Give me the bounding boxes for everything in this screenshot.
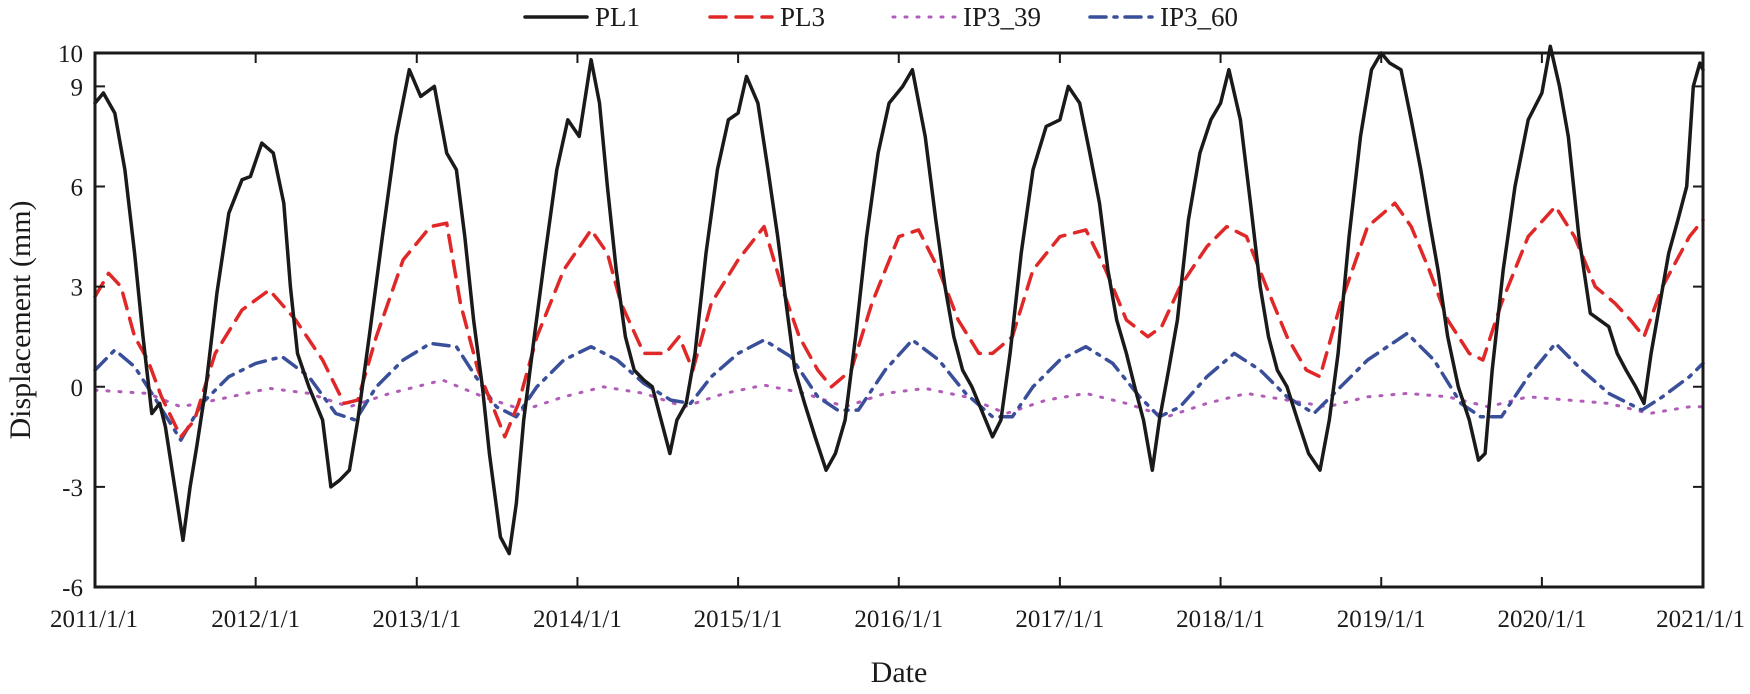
y-tick-label: -6	[62, 575, 83, 602]
chart-legend: PL1 PL3 IP3_39 IP3_60	[523, 2, 1238, 32]
x-tick-label: 2020/1/1	[1497, 606, 1586, 633]
x-tick-label: 2018/1/1	[1176, 606, 1265, 633]
x-tick-label: 2016/1/1	[854, 606, 943, 633]
series-line-pl3	[93, 201, 1705, 439]
x-tick-label: 2021/1/1	[1656, 606, 1745, 633]
y-tick-label: 6	[71, 175, 84, 202]
y-axis-title: Displacement (mm)	[4, 200, 37, 439]
series-line-ip3-60	[93, 331, 1705, 442]
y-tick-label: -3	[62, 475, 83, 502]
x-tick-label: 2014/1/1	[533, 606, 622, 633]
y-tick-label: 0	[71, 375, 84, 402]
x-tick-label: 2015/1/1	[694, 606, 783, 633]
legend-label-ip3-39: IP3_39	[963, 2, 1041, 32]
x-axis: 2011/1/1 2012/1/1 2013/1/1 2014/1/1 2015/1/1…	[50, 53, 1745, 633]
plot-area-frame	[93, 51, 1705, 589]
series-line-pl1	[93, 44, 1705, 556]
legend-label-pl3: PL3	[780, 2, 825, 32]
legend-label-ip3-60: IP3_60	[1160, 2, 1238, 32]
y-tick-label: 3	[71, 275, 84, 302]
series-layer	[93, 44, 1705, 556]
x-tick-label: 2019/1/1	[1337, 606, 1426, 633]
x-tick-label: 2012/1/1	[211, 606, 300, 633]
x-tick-label: 2011/1/1	[50, 606, 138, 633]
series-line-ip3-39	[93, 378, 1705, 419]
y-tick-label: 9	[71, 74, 84, 101]
x-tick-label: 2013/1/1	[372, 606, 461, 633]
x-tick-label: 2017/1/1	[1015, 606, 1104, 633]
y-axis: -6 -3 0 3 6 9 10	[58, 41, 1703, 602]
y-tick-label: 10	[58, 41, 83, 68]
legend-label-pl1: PL1	[595, 2, 640, 32]
x-axis-title: Date	[871, 656, 928, 689]
